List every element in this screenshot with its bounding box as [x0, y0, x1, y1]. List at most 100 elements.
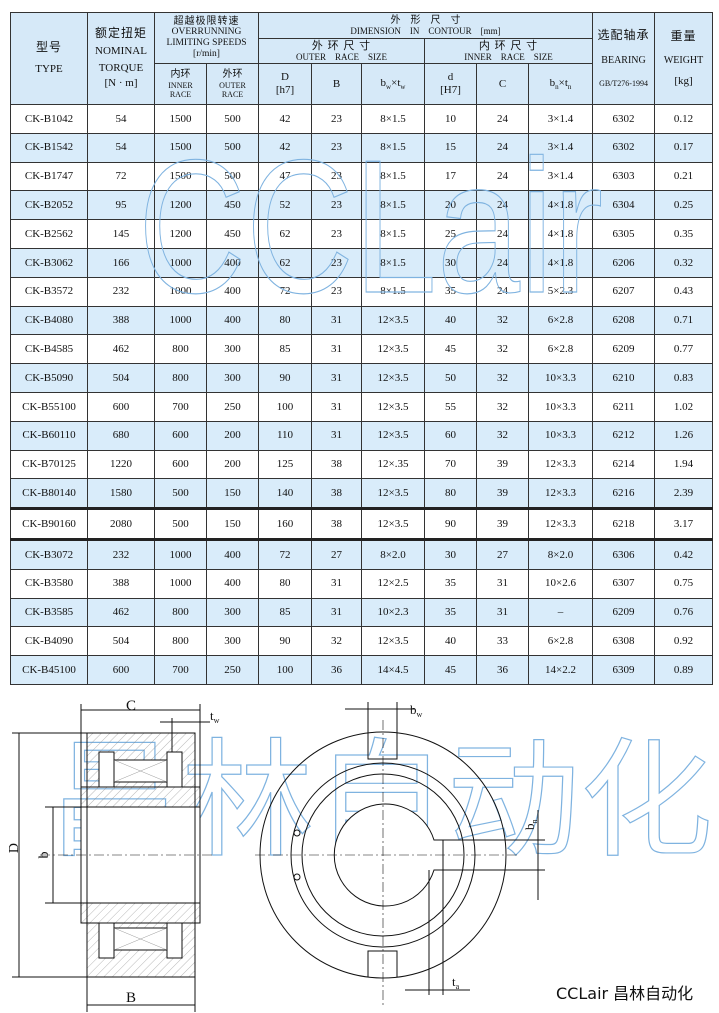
header-B: B — [311, 63, 362, 105]
table-row: CK-B55100 600 700 250 100 31 12×3.5 55 32 10×3.3 6… — [10, 391, 714, 422]
table-cell: 300 — [206, 597, 259, 628]
table-cell: 6308 — [592, 626, 656, 657]
dimension-en: DIMENSION IN CONTOUR [mm] — [350, 26, 501, 37]
table-cell: 35 — [424, 597, 477, 628]
table-cell: 6309 — [592, 655, 656, 685]
table-cell: 6208 — [592, 305, 656, 336]
table-cell: 12×3.5 — [361, 626, 425, 657]
table-cell: 0.12 — [654, 104, 714, 134]
tw: t — [397, 76, 401, 89]
table-row: CK-B90160 2080 500 150 160 38 12×3.5 90 39 12×3.3… — [10, 507, 714, 540]
table-cell: CK-B2562 — [10, 219, 88, 249]
table-cell: 31 — [311, 597, 362, 628]
label-bw-sub: w — [417, 710, 423, 719]
header-inner-race: 内环 INNER RACE — [154, 63, 207, 105]
table-cell: 150 — [206, 507, 259, 540]
table-cell: 12×3.3 — [527, 478, 594, 510]
table-cell: 50 — [424, 363, 477, 393]
table-cell: 31 — [311, 363, 362, 393]
table-cell: 40 — [424, 305, 477, 336]
table-cell: 500 — [154, 478, 207, 510]
table-cell: 6210 — [592, 363, 656, 393]
table-cell: CK-B60110 — [10, 420, 88, 451]
table-cell: 500 — [206, 104, 259, 134]
table-cell: 504 — [87, 626, 155, 657]
outer-en1: OUTER — [219, 80, 246, 90]
table-cell: 31 — [311, 420, 362, 451]
table-row: CK-B4585 462 800 300 85 31 12×3.5 45 32 6×2.8 6209… — [10, 334, 714, 365]
table-cell: 462 — [87, 597, 155, 628]
table-cell: 0.71 — [654, 305, 714, 336]
header-D: D [h7] — [258, 63, 312, 105]
label-bn-main: b — [522, 824, 537, 831]
table-cell: 54 — [87, 104, 155, 134]
outer-zh: 外环 — [222, 69, 243, 81]
table-cell: 23 — [311, 104, 362, 134]
table-row: CK-B3572 232 1000 400 72 23 8×1.5 35 24 5×2.3 6207… — [10, 276, 714, 307]
table-cell: 0.83 — [654, 363, 714, 393]
table-cell: 31 — [311, 391, 362, 422]
torque-unit: [N · m] — [104, 77, 138, 90]
table-cell: 80 — [424, 478, 477, 510]
table-cell: 12×3.3 — [527, 449, 594, 480]
header-outer-race: 外环 OUTER RACE — [206, 63, 259, 105]
weight-zh: 重量 — [670, 28, 697, 43]
table-row: CK-B4080 388 1000 400 80 31 12×3.5 40 32 6×2.8 620… — [10, 305, 714, 336]
table-cell: 90 — [258, 363, 312, 393]
table-cell: 31 — [476, 597, 529, 628]
table-cell: 23 — [311, 190, 362, 221]
table-cell: 4×1.8 — [527, 247, 594, 278]
table-cell: 62 — [258, 247, 312, 278]
table-cell: 1000 — [154, 247, 207, 278]
table-cell: CK-B90160 — [10, 507, 88, 540]
speed-zh: 超越极限转速 — [173, 15, 240, 27]
label-B: B — [126, 990, 136, 1006]
table-cell: 23 — [311, 161, 362, 192]
table-cell: 232 — [87, 537, 155, 570]
table-row: CK-B45100 600 700 250 100 36 14×4.5 45 36 14×2.2 6… — [10, 655, 714, 685]
header-bn-tn: bn×tn — [527, 63, 594, 105]
outer-size-zh: 外 环 尺 寸 — [311, 39, 372, 52]
table-cell: 80 — [258, 305, 312, 336]
table-cell: 31 — [476, 568, 529, 599]
table-cell: 0.89 — [654, 655, 714, 685]
front-view: bw bn ta — [255, 702, 545, 1008]
table-cell: 166 — [87, 247, 155, 278]
table-cell: 6302 — [592, 132, 656, 163]
table-cell: 32 — [476, 363, 529, 393]
table-cell: 400 — [206, 537, 259, 570]
table-cell: 800 — [154, 334, 207, 365]
table-cell: 145 — [87, 219, 155, 249]
table-cell: 125 — [258, 449, 312, 480]
table-cell: 800 — [154, 363, 207, 393]
table-cell: 72 — [258, 276, 312, 307]
table-cell: 24 — [476, 132, 529, 163]
table-cell: 2.39 — [654, 478, 714, 510]
table-cell: 31 — [311, 305, 362, 336]
table-cell: 20 — [424, 190, 477, 221]
table-cell: 6209 — [592, 597, 656, 628]
table-cell: 100 — [258, 391, 312, 422]
table-cell: 150 — [206, 478, 259, 510]
table-cell: 12×3.3 — [527, 507, 594, 540]
table-cell: 500 — [154, 507, 207, 540]
table-cell: CK-B3580 — [10, 568, 88, 599]
table-cell: 70 — [424, 449, 477, 480]
header-C: C — [476, 63, 529, 105]
table-cell: 6307 — [592, 568, 656, 599]
table-cell: 39 — [476, 449, 529, 480]
table-row: CK-B60110 680 600 200 110 31 12×3.5 60 32 10×3.3 6… — [10, 420, 714, 451]
table-cell: 24 — [476, 161, 529, 192]
table-cell: 8×1.5 — [361, 104, 425, 134]
table-cell: 32 — [476, 305, 529, 336]
label-b: b — [37, 852, 52, 859]
times: × — [391, 76, 398, 89]
table-cell: 2080 — [87, 507, 155, 540]
table-cell: CK-B80140 — [10, 478, 88, 510]
table-cell: 504 — [87, 363, 155, 393]
table-cell: CK-B55100 — [10, 391, 88, 422]
header-d: d [H7] — [424, 63, 477, 105]
table-row: CK-B2562 145 1200 450 62 23 8×1.5 25 24 4×1.8 6305… — [10, 219, 714, 249]
table-cell: 250 — [206, 655, 259, 685]
table-cell: 62 — [258, 219, 312, 249]
